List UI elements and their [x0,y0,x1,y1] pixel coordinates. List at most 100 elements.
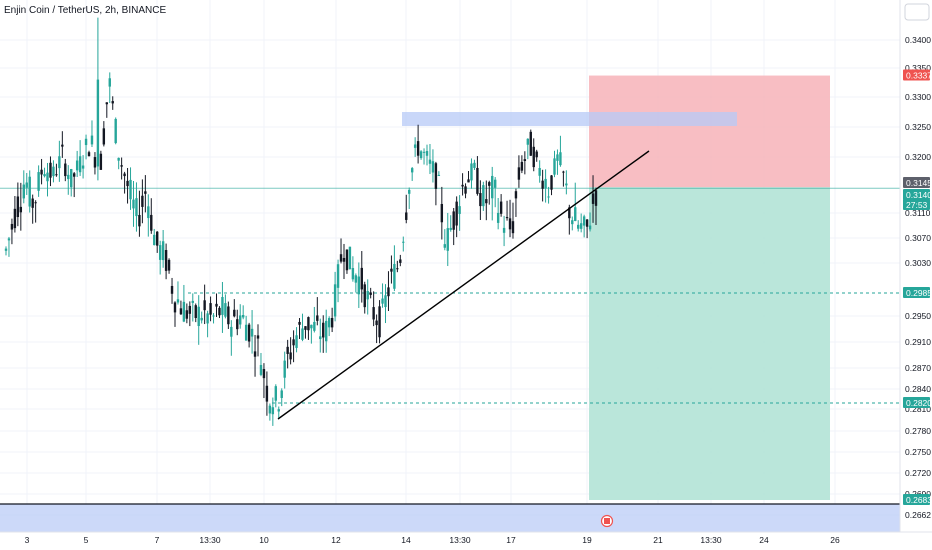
time-axis-ticks: 3 5 7 13:30 10 12 14 13:30 17 19 21 13:30 24 26 [25,535,840,545]
candle-body [322,322,325,338]
candle-body [135,198,138,217]
event-flag-icon-inner [604,518,610,524]
price-tag-target-2: 0.2820 [903,397,932,408]
price-tag-current-price: 0.3140 [903,189,932,200]
candle-body [280,390,283,398]
candle-body [574,207,577,222]
candle-body [179,308,183,315]
chart-settings-button[interactable] [904,3,930,21]
candle-body [274,386,277,401]
candle-body [307,317,310,331]
candle-body [191,300,194,303]
candle-body [120,165,123,167]
candle-body [348,246,352,270]
candle-body [443,244,446,248]
candle-body [360,267,363,290]
candle-body [236,319,239,330]
candle-body [170,285,174,294]
candle-body [197,306,200,327]
candlestick-series [4,17,598,426]
candle-body [375,320,378,326]
time-tick-label: 19 [582,535,592,545]
candle-body [72,173,76,177]
candle-body [182,301,186,322]
candle-body [363,284,366,308]
candle-body [550,175,553,190]
price-tag-bg [903,69,930,81]
price-tick-label: 0.2810 [905,404,931,414]
target-zone[interactable] [589,187,830,501]
price-tick-label: 0.2750 [905,447,931,457]
candle-body [144,191,147,194]
price-tag-label: 0.3140 [906,190,932,200]
candle-body [565,183,568,186]
candle-body [283,360,286,378]
candle-body [544,178,547,189]
candle-body [209,303,212,315]
price-tick-label: 0.3200 [905,152,931,162]
candle-body [129,179,132,200]
candle-body [61,144,64,147]
price-tick-label: 0.3110 [905,208,931,218]
candle-body [366,290,369,300]
candle-body [372,307,375,320]
candle-body [16,196,20,218]
price-tick-label: 0.3300 [905,92,931,102]
candle-body [491,175,494,199]
price-tag-label: 0.3145 [906,178,932,188]
candle-body [7,238,11,241]
candle-body [499,201,503,214]
stop-loss-zone[interactable] [589,75,830,188]
price-tag-symbol-last: 0.3145 [903,177,932,188]
trendline[interactable] [277,150,650,420]
candle-body [67,174,70,180]
time-tick-label: 12 [331,535,341,545]
candle-body [58,156,61,169]
candle-body [351,268,355,280]
candle-body [96,79,100,167]
candle-body [455,201,458,226]
price-axis-panel[interactable] [900,0,932,550]
time-tick-label: 21 [653,535,663,545]
candle-body [532,146,535,168]
candle-body [230,326,233,337]
candle-body [342,257,346,262]
candle-body [467,179,470,183]
candle-body [298,321,301,325]
price-tick-label: 0.3030 [905,258,931,268]
price-tag-bg [903,189,930,200]
candle-body [396,268,399,270]
resistance-band[interactable] [402,112,737,126]
candle-body [413,144,417,148]
candle-body [164,250,168,271]
candle-body [508,218,512,230]
candle-body [206,313,209,324]
candle-body [34,202,37,204]
candle-body [10,223,14,230]
time-tick-label: 17 [506,535,516,545]
candle-body [594,190,598,206]
candle-body [327,318,331,328]
candle-body [591,193,595,204]
candle-body [553,158,556,175]
candle-body [339,254,343,262]
candle-body [147,206,150,219]
candle-body [150,214,153,231]
candle-body [132,199,135,209]
candle-body [286,346,289,354]
candle-body [446,228,449,251]
candle-body [535,151,538,158]
time-tick-label: 5 [84,535,89,545]
time-tick-label: 26 [830,535,840,545]
candle-body [253,351,257,357]
candle-body [99,153,103,170]
candle-body [19,206,23,213]
candle-body [333,284,337,317]
candle-body [259,364,263,375]
candle-body [87,152,91,157]
bottom-support-band [0,504,900,532]
price-tick-label: 0.2950 [905,311,931,321]
candle-body [514,191,518,199]
candle-body [141,195,144,207]
